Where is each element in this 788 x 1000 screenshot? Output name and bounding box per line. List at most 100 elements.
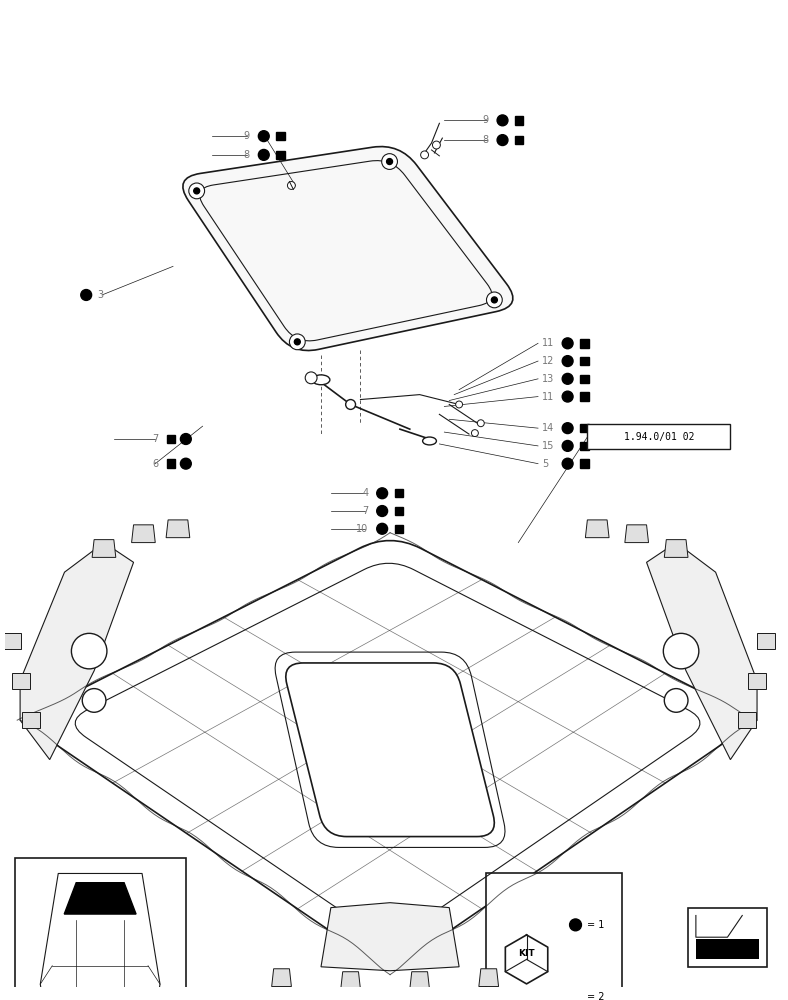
Ellipse shape — [422, 437, 437, 445]
Bar — [692, 912, 763, 963]
Polygon shape — [92, 540, 116, 557]
Text: 11: 11 — [542, 392, 554, 402]
Circle shape — [377, 523, 388, 534]
Polygon shape — [65, 883, 136, 914]
Circle shape — [381, 154, 397, 169]
Bar — [515, 136, 523, 144]
Circle shape — [570, 919, 582, 931]
Circle shape — [433, 141, 440, 149]
Text: = 1: = 1 — [587, 920, 604, 930]
Circle shape — [289, 334, 305, 350]
PathPatch shape — [286, 663, 494, 837]
Polygon shape — [340, 972, 360, 989]
Circle shape — [295, 339, 300, 345]
Polygon shape — [646, 543, 757, 760]
Bar — [395, 525, 403, 533]
Circle shape — [377, 506, 388, 516]
Polygon shape — [132, 525, 155, 543]
Bar — [485, 873, 622, 1000]
Bar — [15, 858, 186, 1000]
Bar — [395, 489, 403, 497]
Bar — [277, 132, 284, 140]
Circle shape — [497, 115, 508, 126]
Circle shape — [346, 400, 355, 409]
Circle shape — [288, 182, 296, 189]
Polygon shape — [748, 673, 766, 689]
Circle shape — [421, 151, 429, 159]
Polygon shape — [3, 633, 21, 649]
Text: 5: 5 — [542, 459, 548, 469]
Circle shape — [180, 458, 191, 469]
Bar — [580, 442, 589, 450]
Circle shape — [194, 188, 199, 194]
PathPatch shape — [183, 147, 513, 351]
Bar — [580, 424, 589, 432]
Ellipse shape — [312, 375, 330, 385]
Polygon shape — [22, 712, 40, 728]
Polygon shape — [410, 972, 429, 989]
Polygon shape — [585, 520, 609, 538]
Polygon shape — [738, 712, 756, 728]
Polygon shape — [664, 540, 688, 557]
Bar — [395, 507, 403, 515]
Text: 11: 11 — [542, 338, 554, 348]
Polygon shape — [625, 525, 649, 543]
Circle shape — [377, 488, 388, 499]
Text: 9: 9 — [482, 115, 489, 125]
Circle shape — [305, 372, 317, 384]
Bar — [167, 459, 175, 468]
Circle shape — [455, 401, 463, 408]
Circle shape — [82, 689, 106, 712]
Bar — [688, 908, 767, 967]
Text: 6: 6 — [152, 459, 158, 469]
Bar — [580, 459, 589, 468]
Polygon shape — [696, 939, 759, 959]
Circle shape — [562, 338, 573, 349]
Text: 10: 10 — [356, 524, 368, 534]
Bar — [580, 357, 589, 365]
Polygon shape — [321, 903, 459, 971]
Text: 12: 12 — [542, 356, 554, 366]
Text: = 2: = 2 — [587, 992, 605, 1000]
Text: 13: 13 — [542, 374, 554, 384]
Circle shape — [497, 135, 508, 146]
Text: 9: 9 — [243, 131, 250, 141]
Circle shape — [562, 356, 573, 366]
Bar — [571, 993, 580, 1000]
Polygon shape — [12, 673, 30, 689]
Circle shape — [180, 434, 191, 444]
Bar — [580, 392, 589, 401]
Text: 8: 8 — [243, 150, 250, 160]
Text: 14: 14 — [542, 423, 554, 433]
Circle shape — [492, 297, 497, 303]
Text: 1.94.0/01 02: 1.94.0/01 02 — [623, 432, 694, 442]
Text: KIT: KIT — [519, 949, 535, 958]
Circle shape — [81, 290, 91, 300]
Polygon shape — [757, 633, 775, 649]
PathPatch shape — [35, 541, 742, 962]
Circle shape — [562, 373, 573, 384]
Polygon shape — [166, 520, 190, 538]
Text: 4: 4 — [362, 488, 368, 498]
Polygon shape — [727, 939, 759, 959]
Text: 7: 7 — [362, 506, 368, 516]
Circle shape — [562, 423, 573, 434]
Circle shape — [189, 183, 205, 199]
Bar — [277, 151, 284, 159]
Circle shape — [258, 131, 269, 142]
Bar — [587, 424, 730, 449]
Circle shape — [258, 149, 269, 160]
Text: 7: 7 — [152, 434, 158, 444]
Circle shape — [562, 440, 573, 451]
Circle shape — [562, 458, 573, 469]
Text: 3: 3 — [97, 290, 103, 300]
Circle shape — [562, 391, 573, 402]
Circle shape — [387, 159, 392, 165]
Bar — [515, 116, 523, 125]
Circle shape — [72, 633, 107, 669]
Bar — [167, 435, 175, 443]
Circle shape — [471, 430, 478, 437]
Text: 15: 15 — [542, 441, 554, 451]
Circle shape — [478, 420, 485, 427]
Circle shape — [486, 292, 502, 308]
